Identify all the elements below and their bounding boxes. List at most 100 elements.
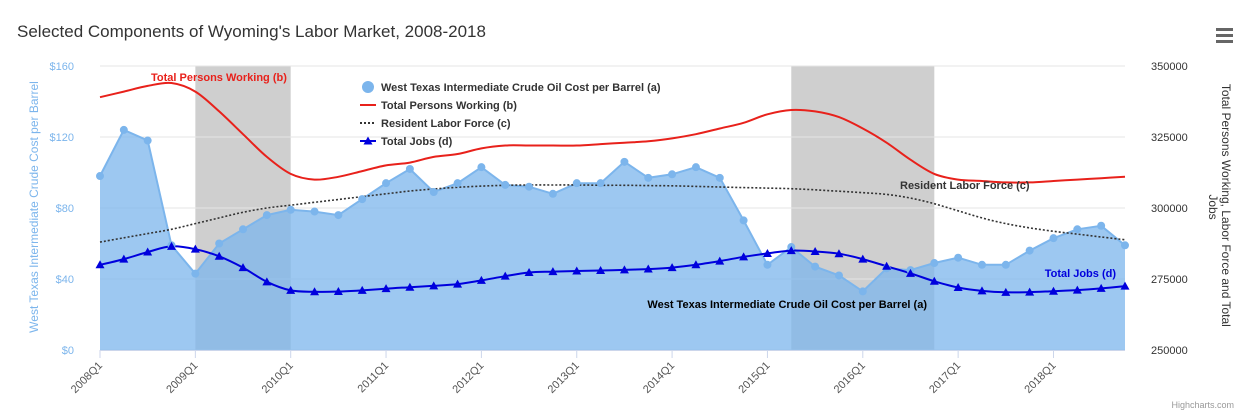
y-axis-right-label: Total Persons Working, Labor Force and T… [1206, 84, 1233, 330]
oil-price-line [99, 128, 1126, 293]
oil-price-point [477, 163, 486, 172]
oil-price-point [1121, 241, 1129, 250]
x-tick-label: 2018Q1 [1022, 360, 1058, 396]
total-jobs-point [381, 284, 391, 293]
total-jobs-point [190, 244, 200, 253]
oil-price-point [286, 205, 295, 214]
oil-price-point [834, 271, 843, 280]
total-jobs-point [548, 267, 558, 276]
oil-price-point [405, 164, 414, 173]
y-right-tick-label: 350000 [1151, 61, 1188, 73]
y-axis-right-label-line2: Jobs [1206, 194, 1220, 219]
total-jobs-point [405, 282, 415, 291]
oil-price-point [691, 163, 700, 172]
legend-symbol-oil [362, 81, 374, 93]
oil-price-point [239, 225, 248, 234]
x-tick-label: 2017Q1 [927, 360, 963, 396]
x-tick-label: 2009Q1 [164, 360, 200, 396]
y-left-tick-label: $40 [56, 274, 74, 286]
total-jobs-point [167, 241, 177, 250]
legend: West Texas Intermediate Crude Oil Cost p… [360, 81, 661, 148]
y-right-tick-label: 325000 [1151, 132, 1188, 144]
total-jobs-point [1120, 281, 1130, 290]
x-tick-label: 2010Q1 [260, 360, 296, 396]
oil-price-point [596, 179, 605, 188]
legend-item-label: Total Jobs (d) [381, 136, 453, 148]
total-jobs-point [977, 286, 987, 295]
total-jobs-point [810, 246, 820, 255]
total-jobs-point [500, 271, 510, 280]
legend-symbol-triangle [363, 136, 373, 145]
annotation-label: Resident Labor Force (c) [900, 180, 1030, 192]
y-axis-right-label-line1: Total Persons Working, Labor Force and T… [1219, 84, 1233, 327]
oil-price-point [644, 173, 653, 182]
oil-price-point [382, 179, 391, 188]
oil-price-point [930, 259, 939, 268]
oil-price-point [334, 211, 343, 220]
oil-price-area [99, 128, 1126, 350]
legend-item-label: West Texas Intermediate Crude Oil Cost p… [381, 82, 661, 94]
oil-price-point [1049, 234, 1058, 243]
oil-price-point [954, 253, 963, 262]
total-jobs-point [119, 254, 129, 263]
x-tick-label: 2015Q1 [736, 360, 772, 396]
oil-price-point [858, 287, 867, 296]
oil-price-point [143, 136, 152, 145]
total-jobs-point [667, 263, 677, 272]
total-jobs-point [691, 260, 701, 269]
series-markers [95, 125, 1130, 296]
x-tick-label: 2012Q1 [450, 360, 486, 396]
oil-price-point [96, 172, 104, 181]
chart-title: Selected Components of Wyoming's Labor M… [17, 22, 486, 41]
total-jobs-point [596, 265, 606, 274]
total-jobs-point [214, 251, 224, 260]
annotation-label: Total Jobs (d) [1045, 268, 1117, 280]
total-jobs-point [1001, 287, 1011, 296]
annotation-label: Total Persons Working (b) [151, 72, 287, 84]
oil-price-point [977, 260, 986, 269]
x-tick-label: 2016Q1 [832, 360, 868, 396]
total-jobs-point [476, 275, 486, 284]
total-jobs-point [858, 254, 868, 263]
oil-price-area-fill [100, 129, 1125, 350]
total-jobs-point [333, 286, 343, 295]
oil-price-point [310, 207, 319, 216]
y-left-tick-label: $0 [62, 345, 74, 357]
total-jobs-point [357, 285, 367, 294]
x-tick-label: 2013Q1 [546, 360, 582, 396]
oil-price-point [548, 189, 557, 198]
oil-price-point [668, 170, 677, 179]
annotations: Total Persons Working (b) Resident Labor … [151, 72, 1116, 311]
y-left-tick-label: $120 [50, 132, 74, 144]
y-left-tick-label: $80 [56, 203, 74, 215]
total-jobs-point [715, 256, 725, 265]
total-jobs-point [524, 267, 534, 276]
y-axis-left: $0 $40 $80 $120 $160 [50, 61, 74, 357]
total-jobs-point [834, 249, 844, 258]
total-jobs-point [262, 277, 272, 286]
total-jobs-point [238, 263, 248, 272]
oil-price-point [525, 182, 534, 191]
y-right-tick-label: 300000 [1151, 203, 1188, 215]
annotation-label: West Texas Intermediate Crude Oil Cost p… [647, 299, 927, 311]
oil-price-point [572, 179, 581, 188]
oil-price-point [429, 188, 438, 197]
total-jobs-point [1025, 287, 1035, 296]
total-jobs-point [1096, 283, 1106, 292]
total-jobs-point [453, 279, 463, 288]
credits-link[interactable]: Highcharts.com [1171, 400, 1234, 410]
y-right-tick-label: 250000 [1151, 345, 1188, 357]
total-jobs-point [619, 265, 629, 274]
oil-price-point [715, 173, 724, 182]
oil-price-point [453, 179, 462, 188]
oil-price-point [215, 239, 224, 248]
series-line-2 [99, 184, 1126, 243]
oil-price-point [191, 269, 200, 278]
total-jobs-point [882, 261, 892, 270]
hamburger-menu-icon[interactable] [1214, 26, 1234, 44]
y-axis-left-label: West Texas Intermediate Crude Cost per B… [27, 81, 41, 333]
total-jobs-point [95, 260, 105, 269]
total-jobs-point [786, 246, 796, 255]
total-jobs-point [310, 287, 320, 296]
